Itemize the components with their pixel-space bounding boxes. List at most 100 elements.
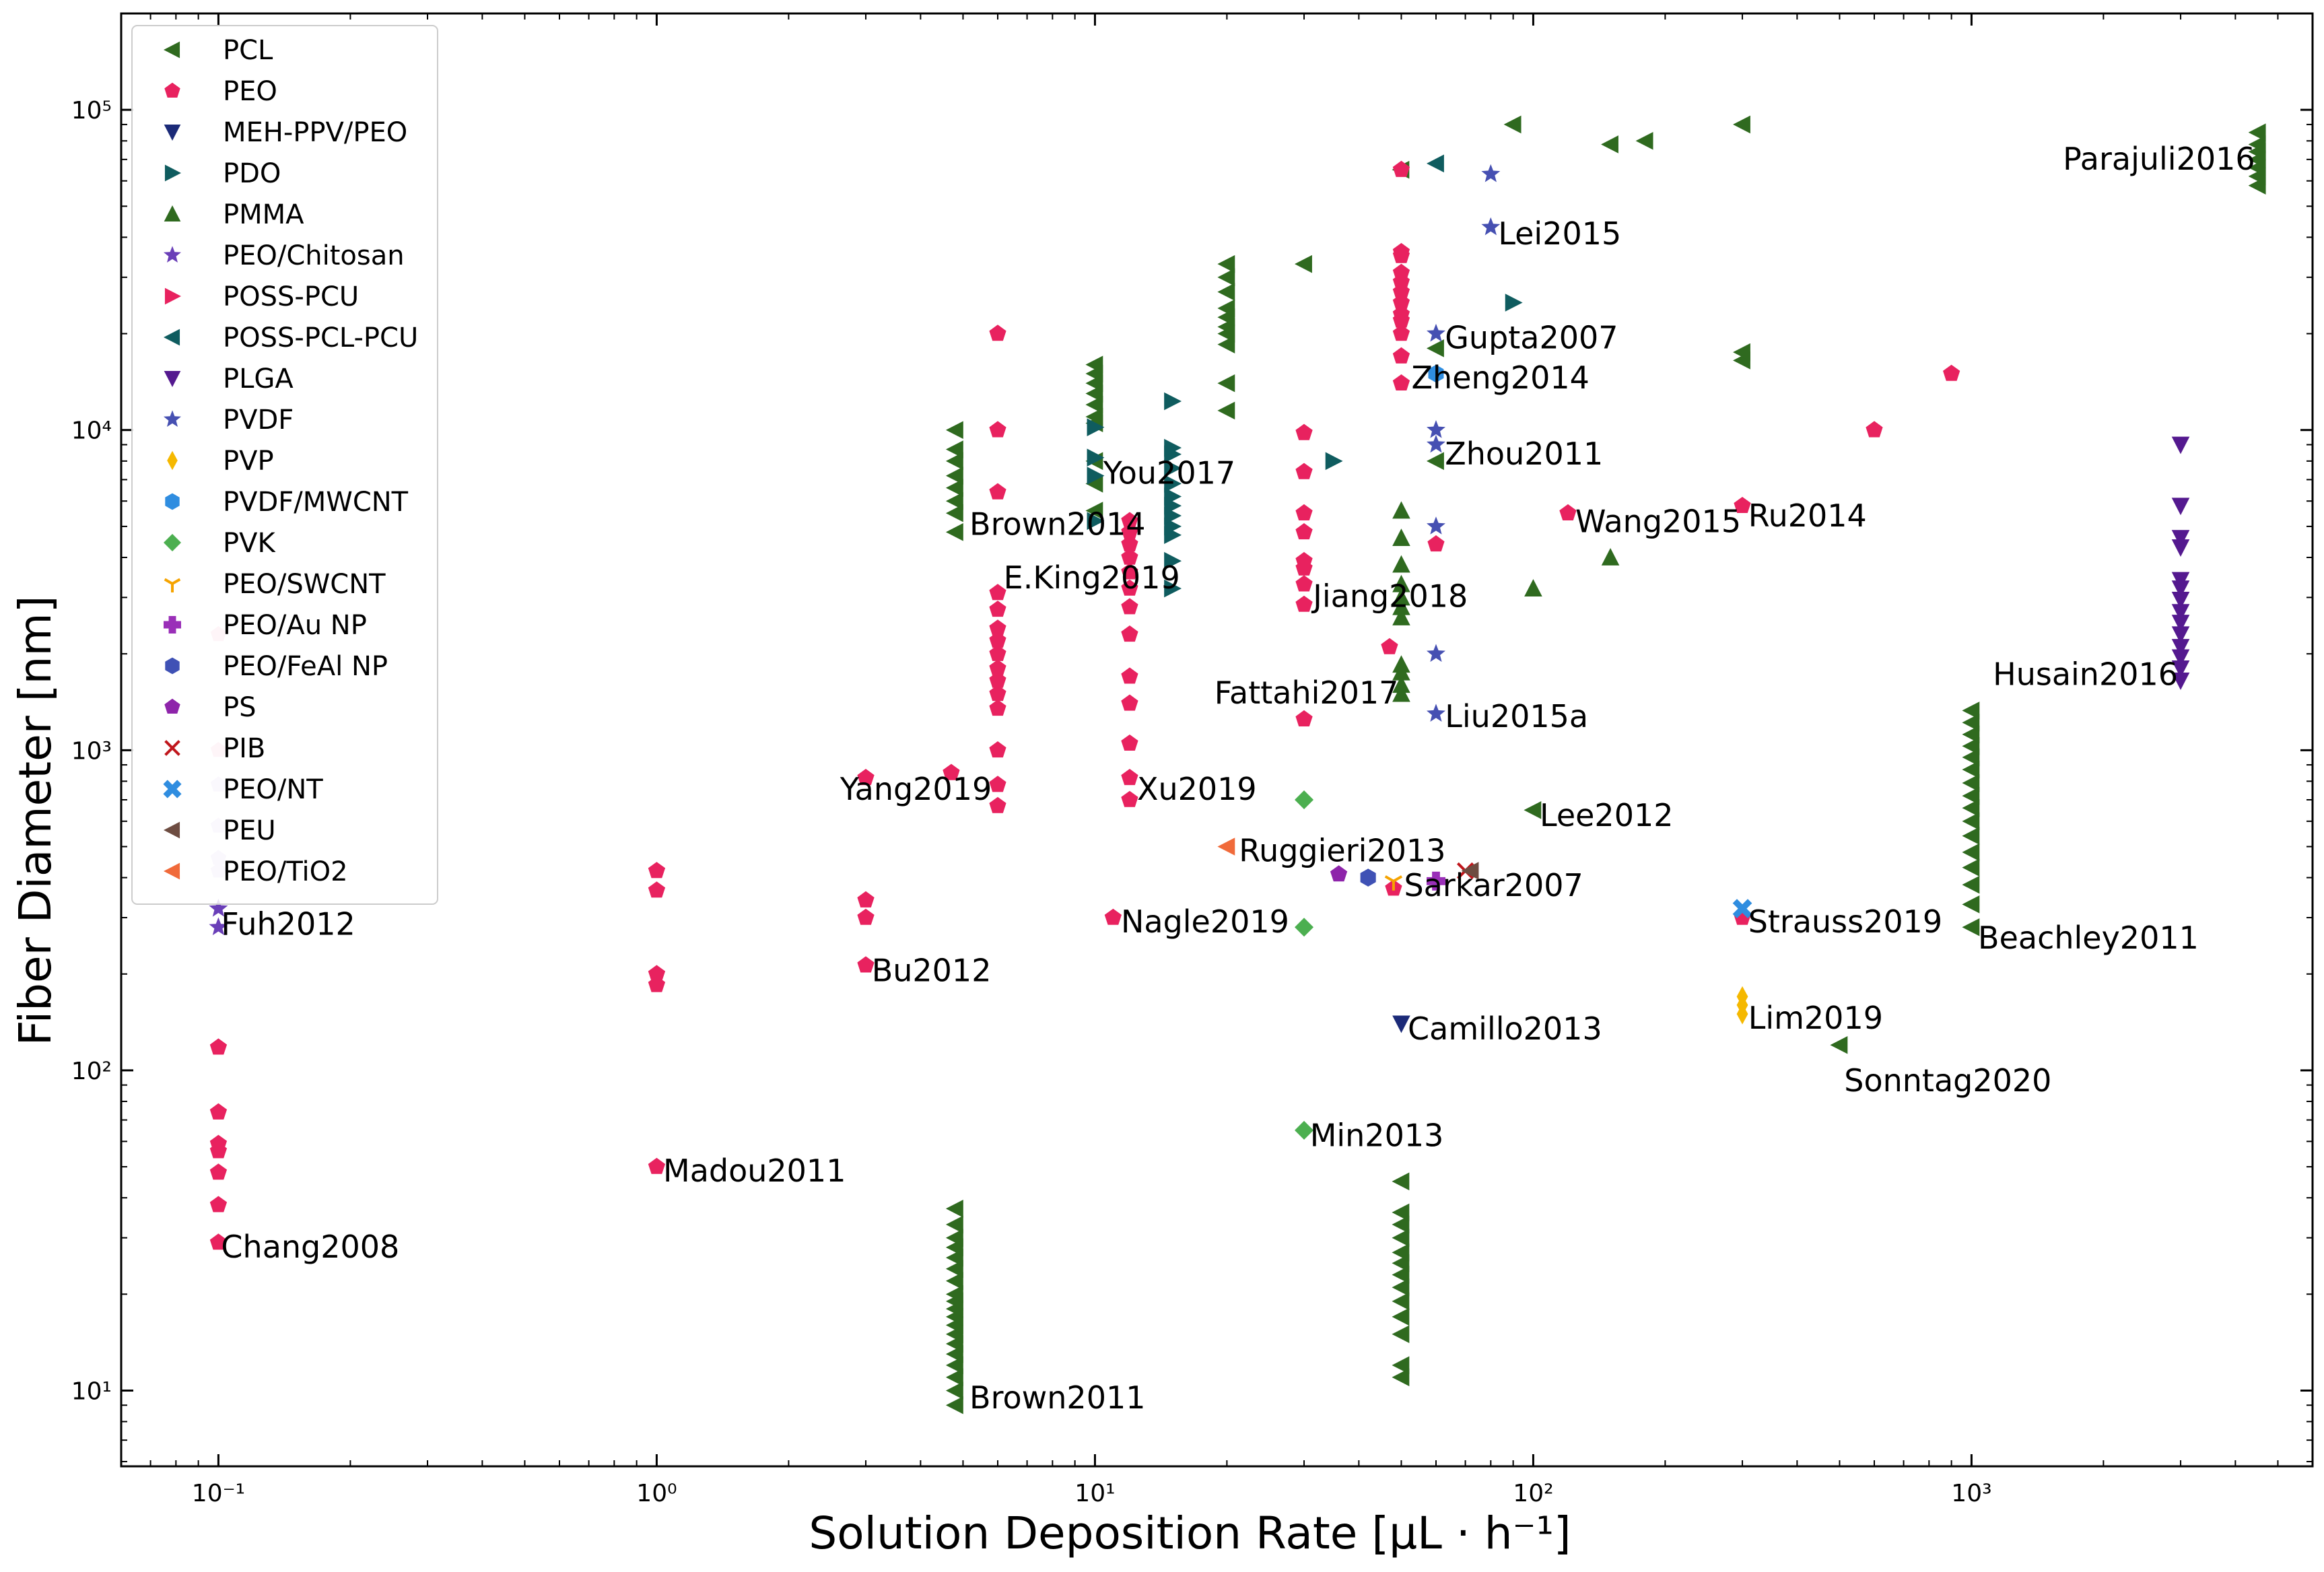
annotation-label: Sarkar2007: [1404, 867, 1583, 903]
point-plga: [2171, 498, 2190, 516]
point-peo: [1121, 579, 1138, 596]
point-pdo: [1164, 475, 1182, 493]
point-peo: [209, 1196, 228, 1212]
legend-label: PEO/NT: [223, 774, 323, 805]
point-peo: [857, 769, 875, 786]
point-pcl: [1962, 713, 1980, 732]
point-pcl: [1085, 355, 1103, 374]
point-pmma: [1601, 547, 1620, 566]
point-pcl: [1392, 1325, 1410, 1344]
point-pcl: [1830, 1035, 1848, 1054]
point-pdo: [1087, 418, 1105, 436]
point-pmma: [1392, 607, 1410, 625]
annotation-label: Husain2016: [1993, 656, 2178, 692]
legend-label: PVK: [223, 528, 276, 559]
annotation-label: Lei2015: [1498, 215, 1621, 252]
point-pdo: [1087, 448, 1105, 467]
point-pdo: [1087, 467, 1105, 485]
annotation-label: Chang2008: [221, 1229, 399, 1265]
point-pcl: [1392, 1278, 1410, 1297]
point-pcl: [1085, 502, 1103, 520]
point-pcl: [945, 1272, 963, 1290]
legend-label: PVP: [223, 446, 274, 477]
y-tick-label: 10²: [71, 1058, 112, 1085]
point-pdo: [1505, 294, 1523, 312]
legend-box: [131, 25, 438, 905]
legend-marker-pdo: [164, 164, 181, 182]
point-peo: [1121, 563, 1138, 580]
point-pcl: [1962, 843, 1980, 862]
point-poss-pcl-pcu: [1427, 154, 1444, 173]
point-pcl: [1503, 115, 1522, 134]
point-plga: [2171, 604, 2190, 622]
point-pcl: [1962, 812, 1980, 831]
point-pvdf: [1481, 217, 1501, 236]
point-peo: [989, 619, 1006, 636]
point-pcl: [1217, 254, 1235, 273]
point-pvk: [1295, 918, 1314, 937]
annotation-label: Liu2015a: [1445, 698, 1588, 734]
point-peo: [1295, 504, 1313, 520]
point-pcl: [1962, 702, 1980, 720]
annotation-label: Ru2014: [1748, 498, 1867, 534]
point-peo-nt: [1732, 899, 1752, 919]
point-peo: [989, 776, 1006, 792]
point-pcl: [945, 1396, 963, 1414]
y-tick-label: 10⁴: [71, 417, 112, 445]
annotation-label: Wang2015: [1575, 503, 1741, 539]
legend-label: PLGA: [223, 364, 294, 395]
point-pcl: [1217, 268, 1235, 287]
point-pcl: [1962, 895, 1980, 914]
point-pdo: [1164, 579, 1182, 598]
point-pcl: [945, 452, 963, 471]
point-pcl: [1217, 283, 1235, 301]
point-peo: [1295, 423, 1313, 440]
legend-label: PS: [223, 692, 257, 723]
legend-marker-ps: [164, 698, 180, 714]
point-peo: [989, 483, 1006, 500]
point-peo: [1121, 790, 1138, 807]
legend-marker-pvdf-mwcnt: [165, 493, 180, 510]
x-tick-label: 10²: [1513, 1480, 1553, 1507]
point-pcl: [1733, 343, 1750, 362]
point-pvdf-mwcnt: [1428, 364, 1444, 383]
point-pcl: [1392, 1243, 1410, 1262]
point-pcl: [1217, 374, 1235, 392]
point-pcl: [1962, 748, 1980, 767]
point-pvp: [1736, 986, 1748, 1007]
annotation-label: Yang2019: [840, 771, 992, 807]
legend-label: PVDF/MWCNT: [223, 487, 409, 518]
point-peo: [1121, 694, 1138, 711]
point-peo: [1104, 908, 1122, 925]
point-peo: [1381, 638, 1398, 654]
legend-label: PMMA: [223, 199, 304, 230]
point-pcl: [945, 467, 963, 485]
legend-marker-peo-swcnt: [164, 578, 181, 592]
legend-marker-peo-nt: [163, 780, 182, 798]
point-peo: [1121, 548, 1138, 565]
point-peo: [209, 1163, 228, 1180]
point-pmma: [1392, 574, 1410, 592]
point-pcl: [945, 1229, 963, 1247]
legend-marker-plga: [164, 370, 181, 387]
legend-label: PEO/TiO2: [223, 856, 348, 887]
legend-marker-peo-chitosan: [164, 246, 181, 263]
point-pcl: [1962, 786, 1980, 805]
x-tick-label: 10¹: [1074, 1480, 1115, 1507]
point-pcl: [1392, 1203, 1410, 1222]
legend-marker-pmma: [164, 205, 181, 222]
annotation-label: Lim2019: [1748, 1000, 1883, 1036]
annotation-label: Brown2011: [969, 1379, 1145, 1416]
annotation-label: Strauss2019: [1748, 903, 1943, 940]
point-pcl: [945, 1381, 963, 1400]
point-plga: [2171, 436, 2190, 454]
legend-label: PEO/Chitosan: [223, 240, 405, 271]
point-pcl: [1392, 1172, 1410, 1191]
annotation-label: Brown2014: [969, 506, 1145, 543]
point-plga: [2171, 539, 2190, 557]
point-peo: [989, 685, 1006, 702]
point-plga: [2171, 572, 2190, 590]
annotations: Parajuli2016 Lei2015 Gupta2007 Zheng2014 Zho…: [221, 141, 2255, 1416]
annotation-label: Fuh2012: [221, 906, 355, 943]
